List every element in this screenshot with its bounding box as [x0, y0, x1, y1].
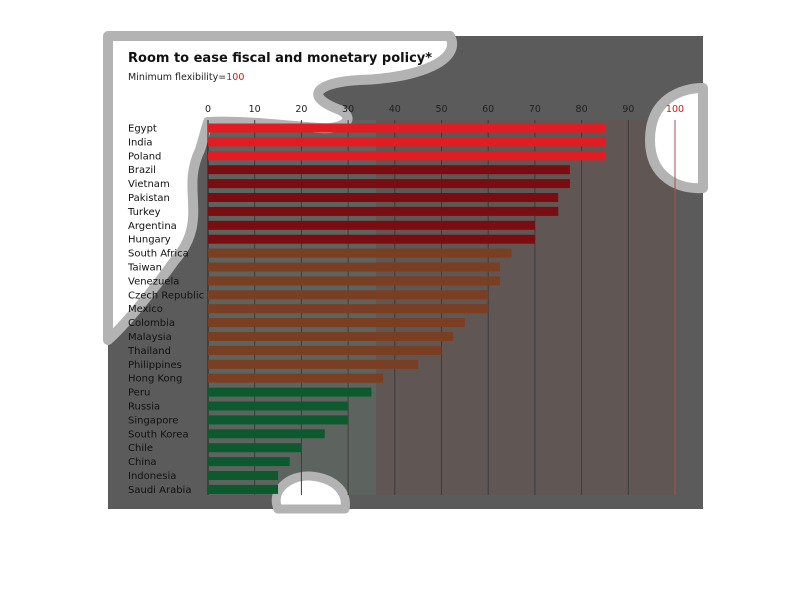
- category-label: India: [128, 137, 153, 148]
- bar: [208, 345, 442, 355]
- category-label: Malaysia: [128, 332, 172, 343]
- bar: [208, 318, 465, 328]
- category-label: Indonesia: [128, 471, 176, 482]
- x-tick-label: 0: [205, 104, 211, 115]
- bar: [208, 234, 535, 244]
- x-tick-label: 50: [435, 104, 447, 115]
- bar: [208, 429, 325, 439]
- bar: [208, 137, 605, 147]
- blob-bottom: [271, 471, 350, 514]
- bar: [208, 151, 605, 161]
- category-labels: Egypt India Poland Brazil Vietnam Pakistan Tur…: [127, 124, 204, 496]
- bar: [208, 332, 454, 341]
- bar: [208, 359, 419, 369]
- blob-top-right: [645, 83, 708, 194]
- bar: [208, 220, 535, 230]
- bar: [208, 123, 605, 133]
- category-label: Saudi Arabia: [128, 485, 191, 496]
- bar: [208, 193, 559, 202]
- bar: [208, 471, 279, 480]
- x-tick-label: 80: [576, 104, 588, 115]
- category-label: Poland: [128, 151, 161, 162]
- bar: [208, 304, 489, 314]
- chart-subtitle-text: Minimum flexibility=: [128, 72, 226, 83]
- category-label: Mexico: [128, 304, 163, 315]
- category-label: Vietnam: [128, 179, 170, 190]
- category-label: South Korea: [128, 429, 189, 440]
- x-axis-ticks: 0 10 20 30 40 50 60 70 80 90 100: [205, 104, 684, 115]
- bar: [208, 387, 372, 397]
- bar: [208, 262, 500, 272]
- category-label: Hungary: [128, 235, 171, 246]
- chart-subtitle-value: 100: [226, 72, 244, 83]
- category-label: Singapore: [128, 415, 178, 426]
- category-label: China: [128, 457, 157, 468]
- bar: [208, 457, 290, 467]
- category-label: Thailand: [127, 346, 171, 357]
- category-label: Turkey: [127, 207, 161, 218]
- x-tick-label: 70: [529, 104, 541, 115]
- x-tick-label: 100: [666, 104, 684, 115]
- category-label: Czech Republic: [128, 290, 204, 301]
- category-label: Venezuela: [128, 276, 179, 287]
- category-label: Philippines: [128, 360, 182, 371]
- x-tick-label: 10: [249, 104, 261, 115]
- bar: [208, 401, 349, 411]
- bar: [208, 373, 384, 383]
- category-label: Colombia: [128, 318, 175, 329]
- bars: [208, 123, 605, 494]
- chart-title: Room to ease fiscal and monetary policy*: [128, 51, 432, 66]
- bar: [208, 290, 489, 300]
- category-label: Peru: [128, 388, 150, 399]
- bar: [208, 276, 500, 286]
- category-label: Russia: [128, 402, 160, 413]
- x-tick-label: 30: [342, 104, 354, 115]
- category-label: Hong Kong: [128, 374, 182, 385]
- x-tick-label: 60: [482, 104, 494, 115]
- category-label: Egypt: [128, 124, 157, 135]
- x-tick-label: 40: [389, 104, 401, 115]
- category-label: Pakistan: [128, 193, 170, 204]
- bar: [208, 415, 349, 425]
- category-label: Argentina: [128, 221, 177, 232]
- bar: [208, 484, 279, 494]
- x-tick-label: 90: [622, 104, 634, 115]
- category-label: Chile: [128, 443, 153, 454]
- bar: [208, 443, 302, 453]
- chart-subtitle: Minimum flexibility=100: [128, 72, 244, 83]
- bar: [208, 206, 559, 216]
- category-label: Taiwan: [127, 263, 162, 274]
- category-label: Brazil: [128, 165, 156, 176]
- bar: [208, 179, 570, 189]
- bar: [208, 248, 512, 258]
- bar: [208, 165, 570, 175]
- category-label: South Africa: [128, 249, 189, 260]
- x-tick-label: 20: [295, 104, 307, 115]
